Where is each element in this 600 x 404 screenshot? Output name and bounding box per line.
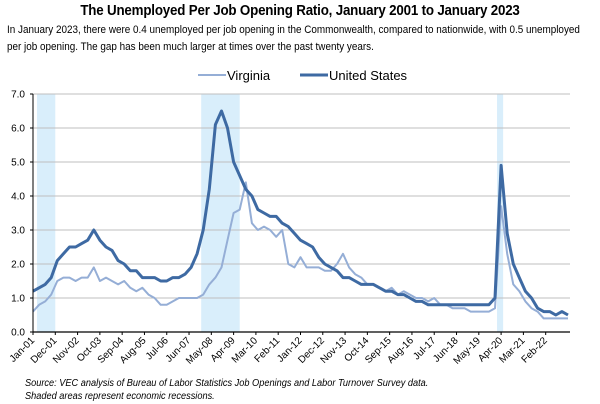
- y-tick-label: 4.0: [11, 192, 25, 203]
- legend-label: Virginia: [227, 68, 271, 83]
- source-note: Source: VEC analysis of Bureau of Labor …: [25, 377, 428, 403]
- series-lines: [32, 109, 569, 320]
- y-tick-label: 5.0: [11, 158, 25, 169]
- recession-note: Shaded areas represent economic recessio…: [25, 391, 215, 402]
- legend-item: United States: [300, 68, 408, 83]
- source-line: Source: VEC analysis of Bureau of Labor …: [25, 378, 429, 389]
- gridlines: [33, 93, 570, 299]
- y-tick-label: 7.0: [11, 90, 25, 101]
- y-tick-label: 1.0: [11, 294, 25, 305]
- y-tick-label: 0.0: [11, 328, 25, 339]
- series-line-united-states: [32, 109, 569, 317]
- y-tick-label: 3.0: [11, 226, 25, 237]
- y-tick-label: 2.0: [11, 260, 25, 271]
- y-tick-label: 6.0: [11, 124, 25, 135]
- chart-subtitle: In January 2023, there were 0.4 unemploy…: [7, 24, 580, 53]
- series-line-virginia: [32, 181, 568, 320]
- recession-band: [37, 94, 56, 332]
- chart-title: The Unemployed Per Job Opening Ratio, Ja…: [80, 3, 520, 19]
- legend-label: United States: [329, 68, 408, 83]
- recession-bands: [37, 94, 504, 332]
- legend: Virginia United States: [198, 68, 408, 83]
- legend-item: Virginia: [198, 68, 271, 83]
- x-tick-label: Feb-22: [520, 335, 550, 365]
